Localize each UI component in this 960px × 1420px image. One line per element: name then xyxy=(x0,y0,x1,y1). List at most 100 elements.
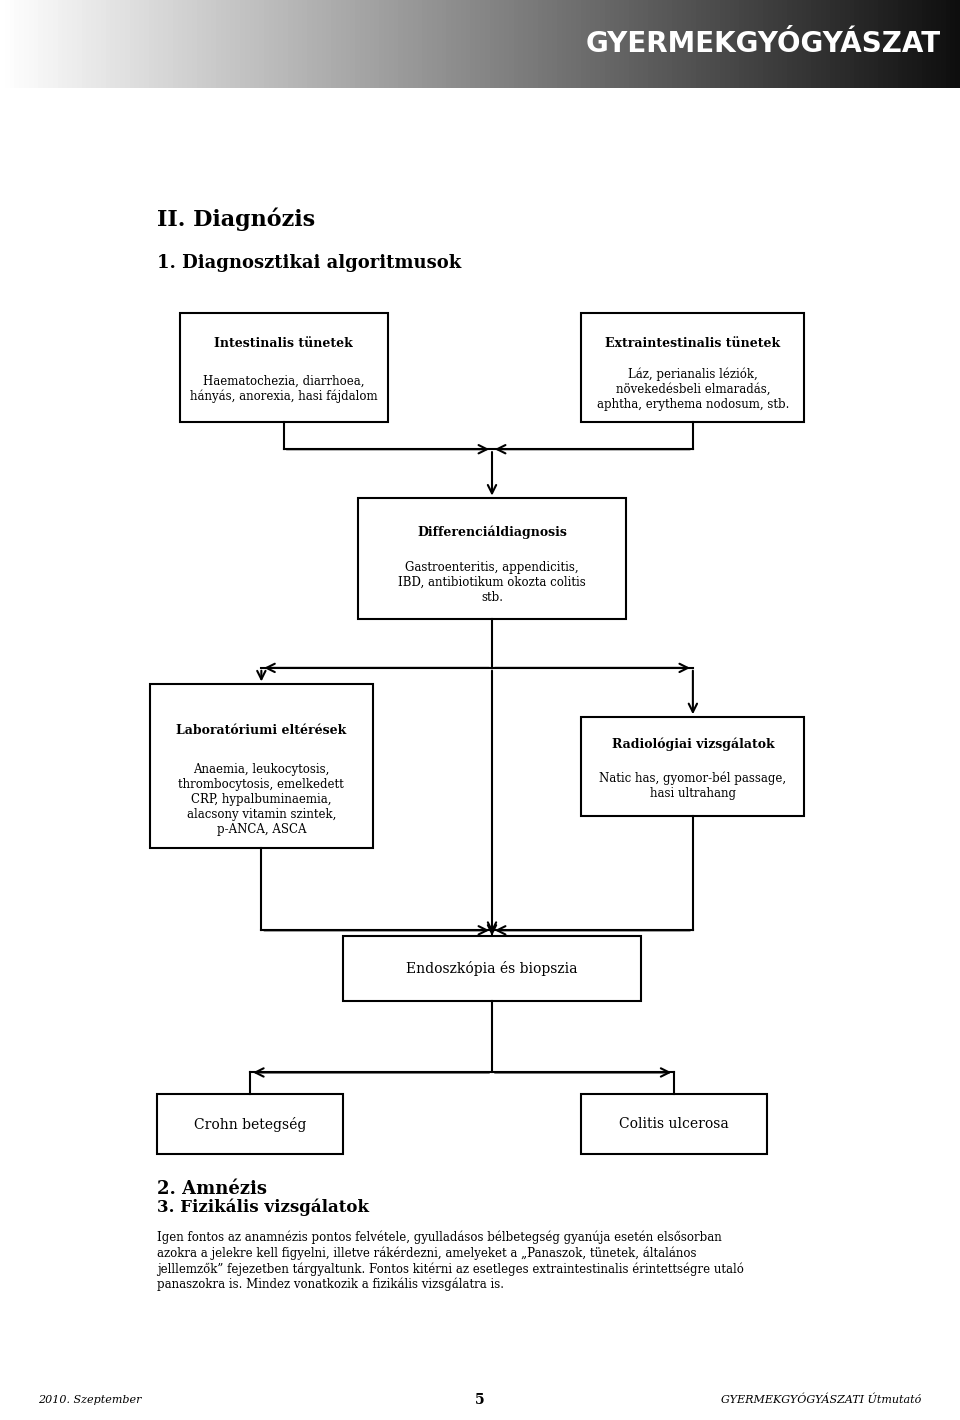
Bar xyxy=(686,0,691,88)
Bar xyxy=(206,0,211,88)
Bar xyxy=(590,0,595,88)
Bar xyxy=(355,0,360,88)
Bar xyxy=(29,0,34,88)
Bar xyxy=(888,0,893,88)
Bar xyxy=(557,0,562,88)
Bar xyxy=(254,0,259,88)
FancyBboxPatch shape xyxy=(157,1095,344,1154)
Bar xyxy=(806,0,811,88)
Bar xyxy=(701,0,706,88)
Bar xyxy=(202,0,206,88)
Bar xyxy=(221,0,226,88)
Text: 3. Fizikális vizsgálatok: 3. Fizikális vizsgálatok xyxy=(157,1198,370,1216)
Bar xyxy=(542,0,547,88)
Bar xyxy=(130,0,134,88)
Bar xyxy=(547,0,552,88)
Bar xyxy=(293,0,298,88)
Bar xyxy=(811,0,816,88)
Bar xyxy=(350,0,355,88)
Bar xyxy=(787,0,792,88)
Bar xyxy=(250,0,254,88)
Bar xyxy=(144,0,149,88)
Bar xyxy=(72,0,77,88)
Bar xyxy=(82,0,86,88)
Bar xyxy=(394,0,398,88)
Bar xyxy=(802,0,806,88)
Bar xyxy=(432,0,437,88)
Bar xyxy=(379,0,384,88)
Bar xyxy=(264,0,269,88)
Bar xyxy=(883,0,888,88)
Bar xyxy=(850,0,854,88)
Bar xyxy=(158,0,163,88)
Bar xyxy=(134,0,139,88)
Bar xyxy=(648,0,653,88)
Text: 2. Amnézis: 2. Amnézis xyxy=(157,1180,267,1198)
Text: Igen fontos az anamnézis pontos felvétele, gyulladásos bélbetegség gyanúja eseté: Igen fontos az anamnézis pontos felvétel… xyxy=(157,1231,744,1291)
Bar xyxy=(442,0,446,88)
Bar xyxy=(864,0,869,88)
Bar xyxy=(418,0,422,88)
Bar xyxy=(10,0,14,88)
Bar xyxy=(682,0,686,88)
Bar xyxy=(110,0,115,88)
Bar xyxy=(163,0,168,88)
Bar xyxy=(365,0,370,88)
Bar xyxy=(950,0,955,88)
Bar xyxy=(610,0,614,88)
Bar xyxy=(869,0,874,88)
Bar xyxy=(307,0,312,88)
Bar xyxy=(490,0,494,88)
Bar xyxy=(629,0,634,88)
Text: Natic has, gyomor-bél passage,
hasi ultrahang: Natic has, gyomor-bél passage, hasi ultr… xyxy=(599,771,786,801)
Bar xyxy=(778,0,782,88)
Text: Crohn betegség: Crohn betegség xyxy=(194,1118,306,1132)
Bar xyxy=(197,0,202,88)
Bar xyxy=(706,0,710,88)
Bar xyxy=(931,0,936,88)
Bar xyxy=(504,0,509,88)
Bar xyxy=(749,0,754,88)
Bar xyxy=(43,0,48,88)
Bar xyxy=(576,0,581,88)
Bar xyxy=(86,0,91,88)
Bar xyxy=(955,0,960,88)
Bar xyxy=(14,0,19,88)
Bar xyxy=(302,0,307,88)
Bar xyxy=(187,0,192,88)
Bar xyxy=(595,0,600,88)
Bar xyxy=(139,0,144,88)
Bar xyxy=(768,0,773,88)
Bar xyxy=(816,0,821,88)
Bar xyxy=(34,0,38,88)
Bar xyxy=(614,0,619,88)
Bar xyxy=(91,0,96,88)
Bar xyxy=(283,0,288,88)
Bar xyxy=(758,0,763,88)
Bar xyxy=(782,0,787,88)
Bar xyxy=(317,0,322,88)
Bar xyxy=(5,0,10,88)
Bar xyxy=(946,0,950,88)
Bar xyxy=(792,0,797,88)
Bar xyxy=(600,0,605,88)
FancyBboxPatch shape xyxy=(150,684,372,848)
Bar xyxy=(403,0,408,88)
Bar xyxy=(456,0,461,88)
Bar xyxy=(667,0,672,88)
Bar xyxy=(168,0,173,88)
Bar xyxy=(734,0,739,88)
Bar xyxy=(763,0,768,88)
Text: 5: 5 xyxy=(475,1393,485,1407)
Bar xyxy=(259,0,264,88)
Bar xyxy=(485,0,490,88)
Bar xyxy=(53,0,58,88)
Bar xyxy=(518,0,523,88)
Bar xyxy=(830,0,835,88)
Bar xyxy=(634,0,638,88)
Bar xyxy=(494,0,499,88)
Bar xyxy=(216,0,221,88)
Bar xyxy=(562,0,566,88)
Bar xyxy=(274,0,278,88)
Bar xyxy=(571,0,576,88)
